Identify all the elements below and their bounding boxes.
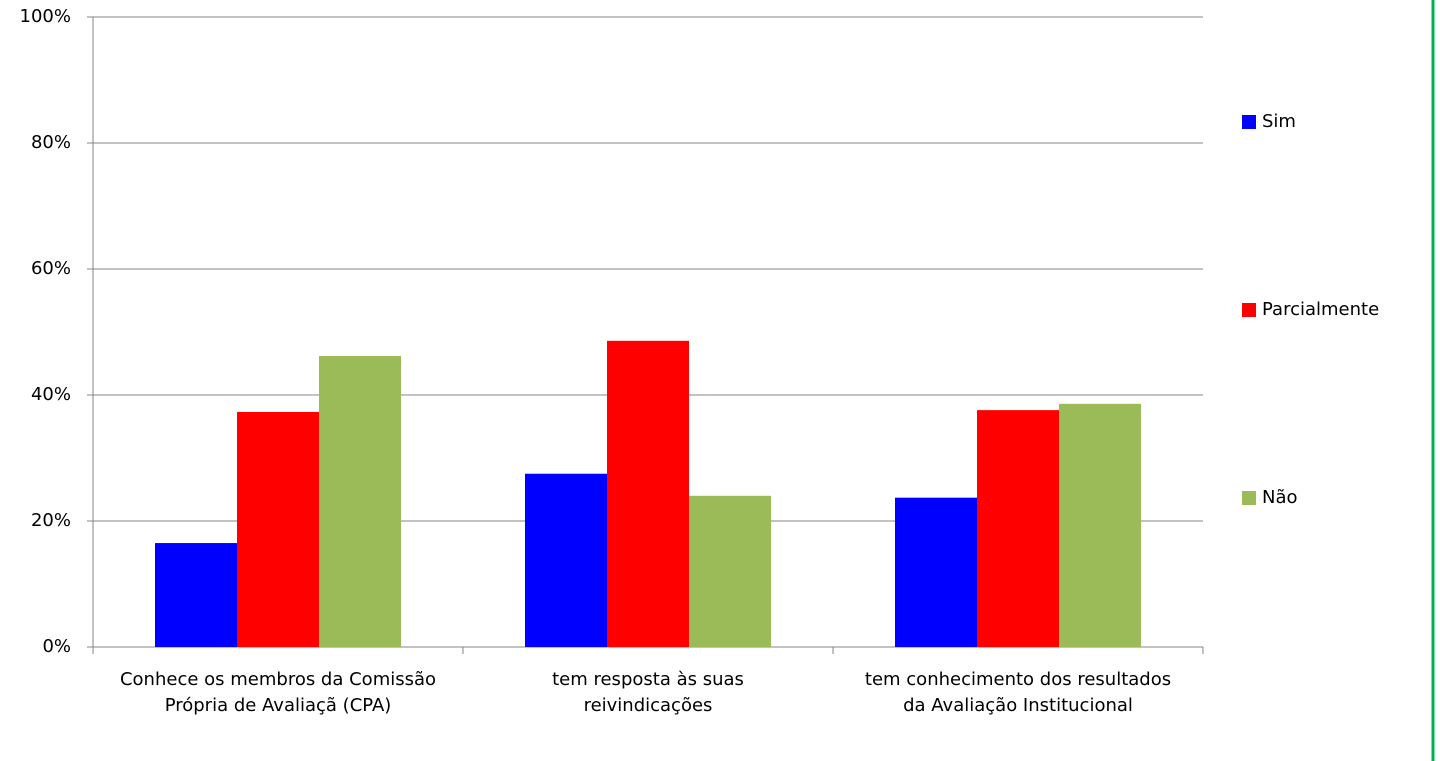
bar — [525, 473, 607, 647]
x-tick-label: tem conhecimento dos resultados da Avali… — [864, 669, 1172, 716]
x-tick-label: tem resposta às suas reivindicações — [552, 669, 744, 716]
bar — [1059, 403, 1141, 647]
bar — [319, 355, 401, 647]
legend-label: Não — [1262, 487, 1298, 508]
bar — [155, 543, 237, 647]
legend-swatch — [1242, 115, 1256, 129]
y-tick-label: 40% — [31, 384, 71, 405]
bar — [977, 410, 1059, 647]
y-tick-label: 0% — [42, 636, 71, 657]
y-tick-label: 60% — [31, 258, 71, 279]
bar — [607, 340, 689, 647]
y-tick-label: 100% — [20, 6, 71, 27]
y-tick-label: 20% — [31, 510, 71, 531]
y-tick-label: 80% — [31, 132, 71, 153]
x-tick-label: Conhece os membros da Comissão Própria d… — [119, 669, 437, 716]
bar — [689, 495, 771, 647]
legend-swatch — [1242, 491, 1256, 505]
legend-label: Parcialmente — [1262, 299, 1379, 320]
legend-swatch — [1242, 303, 1256, 317]
bar — [237, 412, 319, 647]
bar — [895, 497, 977, 647]
legend-label: Sim — [1262, 111, 1296, 132]
